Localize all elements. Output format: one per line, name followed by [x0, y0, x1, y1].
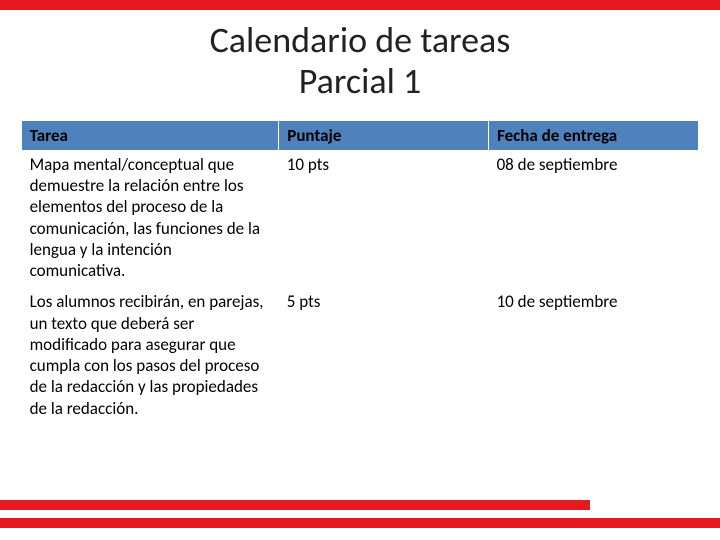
cell-tarea: Mapa mental/conceptual que demuestre la …: [22, 150, 279, 288]
cell-fecha: 08 de septiembre: [489, 150, 699, 288]
cell-puntaje: 10 pts: [279, 150, 489, 288]
title-line-2: Parcial 1: [0, 61, 720, 102]
table-header-row: Tarea Puntaje Fecha de entrega: [22, 121, 699, 150]
col-header-puntaje: Puntaje: [279, 121, 489, 150]
cell-fecha: 10 de septiembre: [489, 287, 699, 425]
bottom-accent-bars: [0, 500, 720, 528]
table-row: Los alumnos recibirán, en parejas, un te…: [22, 287, 699, 425]
top-accent-bar: [0, 0, 720, 10]
table-row: Mapa mental/conceptual que demuestre la …: [22, 150, 699, 288]
cell-puntaje: 5 pts: [279, 287, 489, 425]
bottom-bar-short: [0, 500, 590, 510]
cell-tarea: Los alumnos recibirán, en parejas, un te…: [22, 287, 279, 425]
bottom-bar-full: [0, 518, 720, 528]
tasks-table: Tarea Puntaje Fecha de entrega Mapa ment…: [22, 121, 699, 425]
col-header-tarea: Tarea: [22, 121, 279, 150]
page-title: Calendario de tareas Parcial 1: [0, 10, 720, 121]
col-header-fecha: Fecha de entrega: [489, 121, 699, 150]
title-line-1: Calendario de tareas: [0, 20, 720, 61]
